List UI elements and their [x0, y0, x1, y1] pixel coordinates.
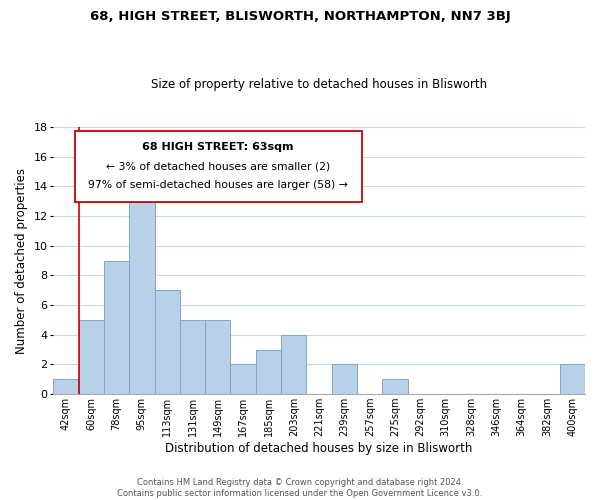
Text: 68 HIGH STREET: 63sqm: 68 HIGH STREET: 63sqm: [142, 142, 294, 152]
Text: 68, HIGH STREET, BLISWORTH, NORTHAMPTON, NN7 3BJ: 68, HIGH STREET, BLISWORTH, NORTHAMPTON,…: [89, 10, 511, 23]
Bar: [382, 380, 408, 394]
Bar: [53, 380, 79, 394]
Bar: [104, 260, 129, 394]
Bar: [129, 186, 155, 394]
Bar: [155, 290, 180, 394]
X-axis label: Distribution of detached houses by size in Blisworth: Distribution of detached houses by size …: [166, 442, 473, 455]
Text: ← 3% of detached houses are smaller (2): ← 3% of detached houses are smaller (2): [106, 162, 330, 172]
Text: 97% of semi-detached houses are larger (58) →: 97% of semi-detached houses are larger (…: [88, 180, 348, 190]
Bar: [230, 364, 256, 394]
Bar: [332, 364, 357, 394]
FancyBboxPatch shape: [74, 131, 362, 202]
Title: Size of property relative to detached houses in Blisworth: Size of property relative to detached ho…: [151, 78, 487, 91]
Text: Contains HM Land Registry data © Crown copyright and database right 2024.
Contai: Contains HM Land Registry data © Crown c…: [118, 478, 482, 498]
Bar: [281, 335, 307, 394]
Bar: [79, 320, 104, 394]
Bar: [256, 350, 281, 394]
Bar: [560, 364, 585, 394]
Bar: [180, 320, 205, 394]
Bar: [205, 320, 230, 394]
Y-axis label: Number of detached properties: Number of detached properties: [15, 168, 28, 354]
